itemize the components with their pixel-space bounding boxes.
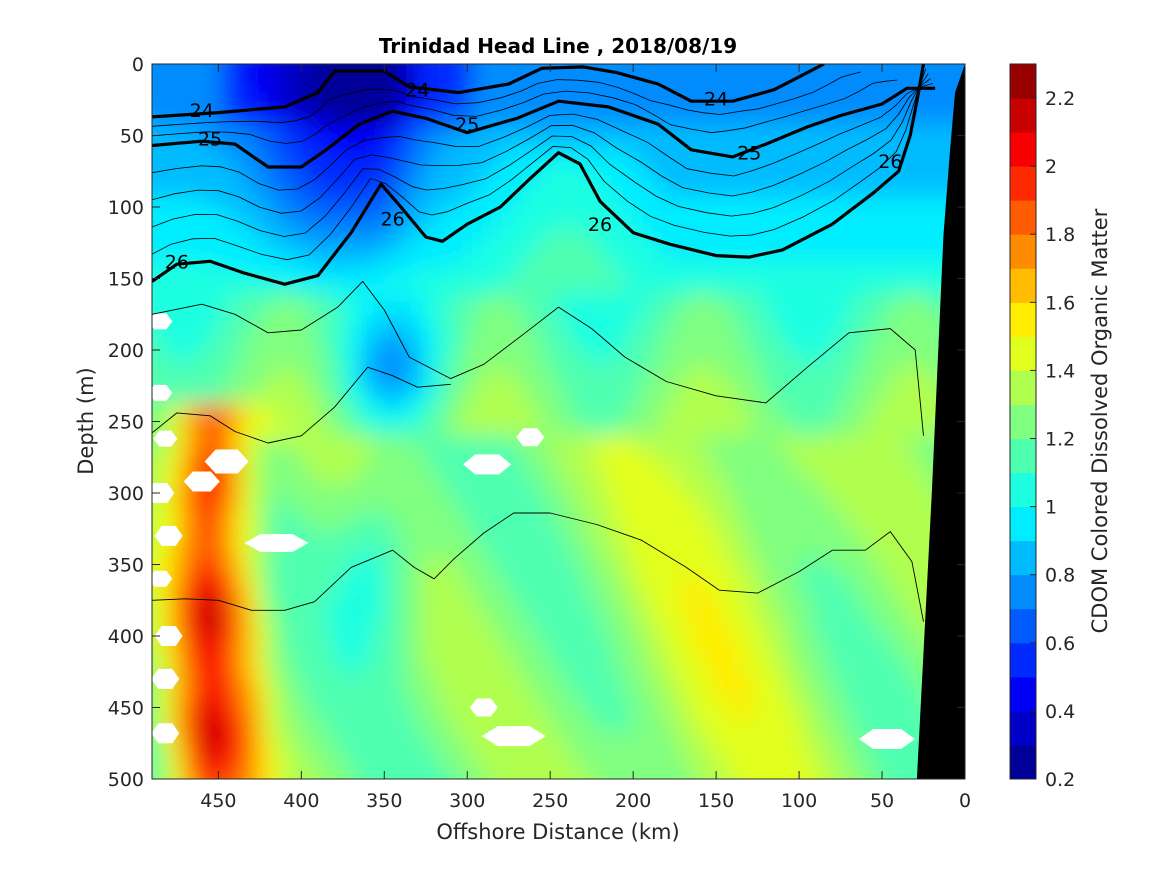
colorbar: 0.2 0.4 0.6 0.8 1 1.2 1.4 1.6 1.8 2 2.2 (1009, 63, 1075, 791)
colorbar-segment (1010, 64, 1036, 99)
minor-contour-2 (152, 83, 933, 191)
contour-label: 26 (588, 214, 612, 236)
minor-contour-5 (152, 68, 927, 261)
colorbar-tick-label: 1 (1045, 497, 1057, 519)
x-tick-label: 250 (532, 790, 568, 812)
colorbar-segment (1010, 166, 1036, 201)
colorbar-tick-label: 1.8 (1045, 224, 1075, 246)
contour-label: 26 (380, 208, 404, 230)
colorbar-tick-label: 0.8 (1045, 565, 1075, 587)
y-tick-label: 0 (132, 54, 144, 76)
colorbar-tick-label: 1.6 (1045, 292, 1075, 314)
x-tick-label: 0 (959, 790, 971, 812)
y-tick-label: 100 (108, 197, 144, 219)
contour-26.5 (152, 280, 924, 436)
x-axis-ticks: 450 400 350 300 250 200 150 100 50 0 (200, 64, 971, 812)
x-tick-label: 150 (698, 790, 734, 812)
x-tick-label: 350 (366, 790, 402, 812)
y-tick-label: 150 (108, 269, 144, 291)
contour-24 (152, 64, 825, 119)
plot-area: 24 24 24 25 25 25 26 26 26 26 (152, 64, 965, 779)
colorbar-segment (1010, 710, 1036, 746)
colorbar-segment (1010, 234, 1036, 269)
contour-label: 26 (165, 251, 189, 273)
x-tick-label: 100 (781, 790, 817, 812)
x-tick-label: 200 (615, 790, 651, 812)
colorbar-segment (1010, 438, 1036, 474)
colorbar-segment (1010, 574, 1036, 610)
colorbar-segment (1010, 608, 1036, 644)
colorbar-segment (1010, 302, 1036, 337)
x-tick-label: 450 (200, 790, 236, 812)
minor-contour-0 (152, 71, 861, 127)
colorbar-tick-label: 1.2 (1045, 429, 1075, 451)
contour-26.7 (152, 366, 451, 444)
colorbar-segment (1010, 268, 1036, 303)
colorbar-tick-label: 2.2 (1045, 88, 1075, 110)
y-axis-label: Depth (m) (74, 367, 98, 474)
contour-label: 25 (455, 114, 479, 136)
chart-title: Trinidad Head Line , 2018/08/19 (379, 34, 737, 58)
minor-contour-1 (152, 79, 898, 144)
contour-label: 24 (405, 80, 429, 102)
colorbar-segment (1010, 744, 1036, 780)
colorbar-segment (1010, 472, 1036, 508)
x-tick-label: 50 (870, 790, 894, 812)
colorbar-segment (1010, 132, 1036, 167)
contour-26 (152, 64, 926, 286)
colorbar-tick-label: 0.4 (1045, 701, 1075, 723)
colorbar-label: CDOM Colored Dissolved Organic Matter (1088, 208, 1112, 633)
colorbar-segment (1010, 404, 1036, 440)
contour-label: 25 (198, 128, 222, 150)
colorbar-segment (1010, 676, 1036, 712)
colorbar-segment (1010, 642, 1036, 678)
x-tick-label: 300 (449, 790, 485, 812)
y-tick-label: 450 (108, 698, 144, 720)
minor-contour-4 (152, 73, 929, 237)
colorbar-segment (1010, 506, 1036, 542)
y-tick-label: 50 (120, 126, 144, 148)
contour-25 (152, 86, 936, 169)
contour-label: 24 (704, 88, 728, 110)
contour-label: 26 (878, 151, 902, 173)
y-tick-label: 300 (108, 483, 144, 505)
colorbar-tick-label: 2 (1045, 156, 1057, 178)
colorbar-segment (1010, 200, 1036, 235)
minor-contour-3 (152, 78, 931, 214)
y-tick-label: 250 (108, 412, 144, 434)
colorbar-segment (1010, 540, 1036, 576)
contour-26.9 (152, 512, 924, 622)
x-axis-label: Offshore Distance (km) (436, 820, 679, 844)
colorbar-tick-label: 1.4 (1045, 360, 1075, 382)
y-axis-ticks: 0 50 100 150 200 250 300 350 400 450 500 (108, 54, 965, 791)
density-contours: 24 24 24 25 25 25 26 26 26 26 (152, 64, 936, 622)
y-tick-label: 500 (108, 769, 144, 791)
contour-label: 25 (737, 143, 761, 165)
y-tick-label: 200 (108, 340, 144, 362)
colorbar-segment (1010, 98, 1036, 133)
contour-label: 24 (190, 100, 214, 122)
colorbar-tick-label: 0.2 (1045, 769, 1075, 791)
colorbar-tick-label: 0.6 (1045, 633, 1075, 655)
x-tick-label: 400 (283, 790, 319, 812)
seafloor-bathymetry (916, 64, 965, 779)
missing-data-patches (152, 313, 916, 749)
cdom-field (152, 64, 965, 779)
y-tick-label: 400 (108, 626, 144, 648)
colorbar-segment (1010, 336, 1036, 371)
y-tick-label: 350 (108, 555, 144, 577)
colorbar-segment (1010, 370, 1036, 405)
